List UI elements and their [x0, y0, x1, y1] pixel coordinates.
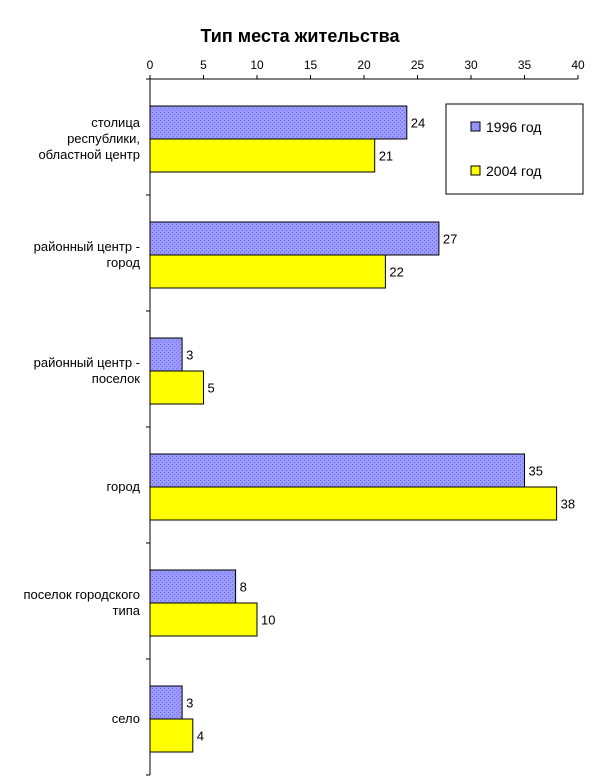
x-tick-label: 10: [250, 58, 264, 72]
x-tick-label: 5: [200, 58, 207, 72]
data-label: 22: [389, 265, 403, 280]
category-label: районный центр -: [34, 355, 140, 370]
data-label: 21: [379, 149, 393, 164]
bar-2004: [149, 486, 558, 521]
data-label: 24: [411, 116, 425, 131]
category-label: районный центр -: [34, 239, 140, 254]
legend-label: 2004 год: [486, 163, 541, 179]
plot-area: 0 5 10 15 20 25 30 35 402421столицареспублики,об…: [23, 58, 585, 776]
category-label: столица: [91, 115, 141, 130]
bar-1996: [149, 569, 237, 604]
x-tick-label: 30: [464, 58, 478, 72]
data-label: 27: [443, 232, 457, 247]
bar-1996: [149, 337, 183, 372]
data-label: 8: [240, 580, 247, 595]
category-label: республики,: [67, 131, 140, 146]
legend-swatch: [470, 121, 481, 132]
x-tick-label: 25: [411, 58, 425, 72]
x-tick-label: 0: [147, 58, 154, 72]
category-label: город: [107, 255, 141, 270]
category-label: город: [107, 479, 141, 494]
category-label: типа: [113, 603, 141, 618]
category-label: поселок: [92, 371, 141, 386]
bar-2004: [149, 138, 376, 173]
bar-1996: [149, 685, 183, 720]
x-tick-label: 20: [357, 58, 371, 72]
data-label: 35: [529, 464, 543, 479]
bar-2004: [149, 370, 204, 405]
legend-swatch: [470, 165, 481, 176]
category-label: поселок городского: [23, 587, 140, 602]
bar-2004: [149, 602, 258, 637]
bar-1996: [149, 221, 440, 256]
bar-2004: [149, 254, 386, 289]
data-label: 3: [186, 348, 193, 363]
chart-title: Тип места жительства: [201, 26, 401, 46]
x-tick-label: 35: [518, 58, 532, 72]
bar-1996: [149, 453, 525, 488]
data-label: 38: [561, 497, 575, 512]
data-label: 4: [197, 729, 204, 744]
data-label: 5: [208, 381, 215, 396]
data-label: 3: [186, 696, 193, 711]
x-tick-label: 15: [304, 58, 318, 72]
x-tick-label: 40: [571, 58, 585, 72]
bar-2004: [149, 718, 194, 753]
legend-box: [445, 103, 584, 195]
data-label: 10: [261, 613, 275, 628]
bar-1996: [149, 105, 408, 140]
category-label: село: [112, 711, 140, 726]
legend-label: 1996 год: [486, 119, 541, 135]
category-label: областной центр: [38, 147, 140, 162]
